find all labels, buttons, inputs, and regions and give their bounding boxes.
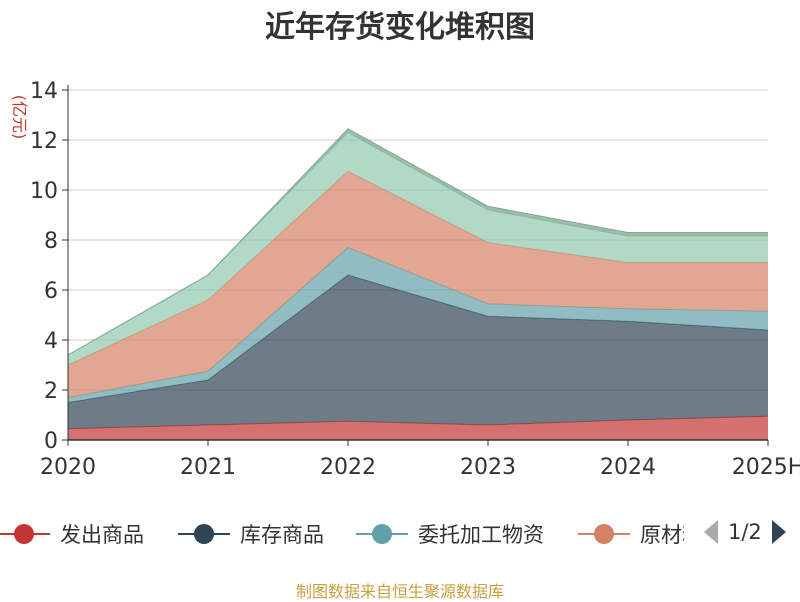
next-page-icon[interactable] xyxy=(770,518,788,546)
series-line-6 xyxy=(67,128,768,356)
legend-item-2[interactable]: 库存商品 xyxy=(178,512,324,556)
legend-symbol-icon xyxy=(578,524,630,544)
y-tick-label: 6 xyxy=(44,279,58,304)
legend-page-indicator: 1/2 xyxy=(728,520,762,544)
chart-title: 近年存货变化堆积图 xyxy=(265,10,535,45)
area-series xyxy=(67,128,769,440)
data-source-note: 制图数据来自恒生聚源数据库 xyxy=(295,582,504,601)
x-tick-label: 2020 xyxy=(40,455,96,480)
y-tick-label: 12 xyxy=(30,129,58,154)
legend-label: 库存商品 xyxy=(240,523,324,547)
legend-pager: 1/2 xyxy=(702,518,788,546)
y-tick-label: 10 xyxy=(30,179,58,204)
area-series-4 xyxy=(68,171,768,398)
legend-symbol-icon xyxy=(356,524,408,544)
y-tick-label: 8 xyxy=(44,229,58,254)
legend-item-1[interactable]: 发出商品 xyxy=(0,512,144,556)
stacked-area-chart: 0 2 4 6 8 10 12 14 2020 2021 2022 2023 2024 2025H (亿元… xyxy=(10,79,800,480)
previous-page-icon[interactable] xyxy=(702,518,720,546)
area-series-3 xyxy=(68,247,768,403)
y-tick-label: 14 xyxy=(30,79,58,104)
x-tick-label: 2023 xyxy=(460,455,516,480)
x-tick-label: 2022 xyxy=(320,455,376,480)
legend-label: 原材料 xyxy=(640,523,684,547)
area-series-5 xyxy=(68,132,768,365)
legend-item-4[interactable]: 原材料 xyxy=(578,512,684,556)
legend-item-3[interactable]: 委托加工物资 xyxy=(356,512,544,556)
x-tick-label: 2021 xyxy=(180,455,236,480)
y-tick-label: 4 xyxy=(44,329,58,354)
y-axis-label: (亿元) xyxy=(10,95,29,140)
legend-label: 发出商品 xyxy=(60,523,144,547)
legend: 发出商品 库存商品 委托加工物资 原材料 1/2 xyxy=(0,512,800,556)
y-tick-label: 0 xyxy=(44,429,58,454)
area-series-2 xyxy=(68,275,768,429)
x-tick-label: 2025H xyxy=(732,455,800,480)
x-tick-label: 2024 xyxy=(600,455,656,480)
area-series-1 xyxy=(68,416,768,440)
axes: 0 2 4 6 8 10 12 14 2020 2021 2022 2023 2024 2025H xyxy=(30,79,800,480)
legend-symbol-icon xyxy=(178,524,230,544)
y-tick-label: 2 xyxy=(44,379,58,404)
legend-symbol-icon xyxy=(0,524,50,544)
legend-label: 委托加工物资 xyxy=(418,523,544,547)
